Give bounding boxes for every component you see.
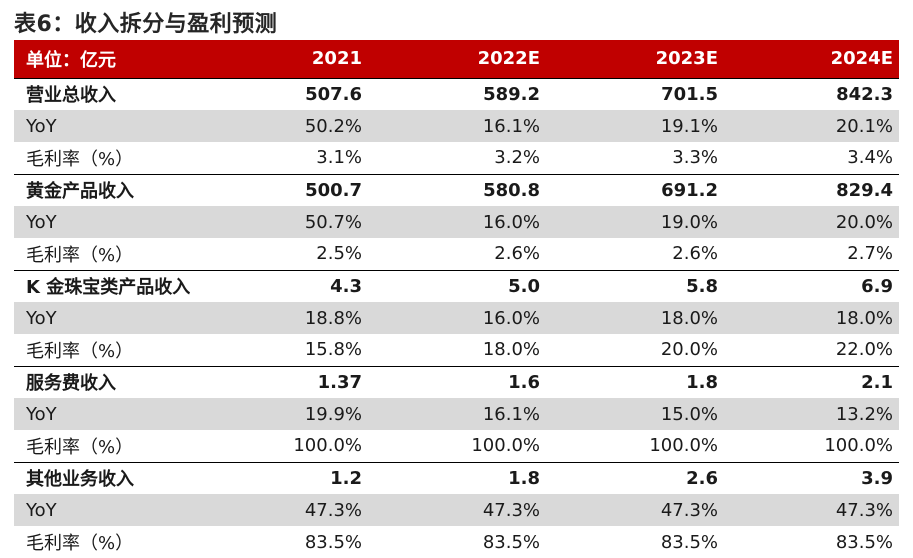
cell-value: 16.1% (368, 110, 546, 142)
cell-value: 15.8% (304, 339, 362, 361)
row-label: K 金珠宝类产品收入 (14, 269, 222, 302)
year-header: 2022E (477, 48, 540, 70)
cell-value: 83.5% (660, 531, 718, 553)
cell-value: 6.9 (724, 269, 899, 302)
table-title: 表6：收入拆分与盈利预测 (14, 12, 278, 37)
row-label: 毛利率（%） (26, 340, 134, 362)
unit-header: 单位：亿元 (26, 49, 116, 71)
cell-value: 100.0% (293, 435, 362, 457)
cell-value: 2.6 (546, 461, 724, 494)
table-row-yoy: YoY 50.7% 16.0% 19.0% 20.0% (14, 206, 899, 238)
year-header: 2024E (830, 48, 893, 70)
cell-value: 20.1% (724, 110, 899, 142)
row-label: YoY (14, 110, 222, 142)
cell-value: 16.1% (368, 398, 546, 430)
table-row-gross-margin: 毛利率（%） 100.0% 100.0% 100.0% 100.0% (14, 430, 899, 462)
cell-value: 2.7% (847, 243, 893, 265)
table-row-gross-margin: 毛利率（%） 2.5% 2.6% 2.6% 2.7% (14, 238, 899, 270)
cell-value: 18.0% (724, 302, 899, 334)
cell-value: 842.3 (724, 77, 899, 110)
table-row-group-k-gold-jewelry: K 金珠宝类产品收入 4.3 5.0 5.8 6.9 (14, 269, 899, 302)
revenue-forecast-table: 单位：亿元 2021 2022E 2023E 2024E 营业总收入 507.6… (14, 40, 899, 558)
cell-value: 20.0% (724, 206, 899, 238)
cell-value: 18.8% (222, 302, 368, 334)
cell-value: 1.2 (222, 461, 368, 494)
table-row-group-gold-products: 黄金产品收入 500.7 580.8 691.2 829.4 (14, 173, 899, 206)
cell-value: 3.9 (724, 461, 899, 494)
table-row-gross-margin: 毛利率（%） 83.5% 83.5% 83.5% 83.5% (14, 526, 899, 558)
cell-value: 50.2% (222, 110, 368, 142)
cell-value: 829.4 (724, 173, 899, 206)
cell-value: 4.3 (222, 269, 368, 302)
cell-value: 16.0% (368, 302, 546, 334)
table-row-yoy: YoY 18.8% 16.0% 18.0% 18.0% (14, 302, 899, 334)
cell-value: 3.1% (316, 147, 362, 169)
row-label: YoY (14, 398, 222, 430)
cell-value: 2.6% (672, 243, 718, 265)
year-header: 2021 (311, 48, 362, 70)
row-label: 毛利率（%） (26, 244, 134, 266)
cell-value: 691.2 (546, 173, 724, 206)
cell-value: 3.3% (672, 147, 718, 169)
row-label: 服务费收入 (14, 365, 222, 398)
cell-value: 47.3% (368, 494, 546, 526)
cell-value: 83.5% (835, 531, 893, 553)
cell-value: 2.6% (494, 243, 540, 265)
row-label: YoY (14, 206, 222, 238)
cell-value: 3.4% (847, 147, 893, 169)
cell-value: 47.3% (546, 494, 724, 526)
cell-value: 19.9% (222, 398, 368, 430)
cell-value: 5.0 (368, 269, 546, 302)
row-label: 营业总收入 (14, 77, 222, 110)
row-label: YoY (14, 494, 222, 526)
cell-value: 3.2% (494, 147, 540, 169)
cell-value: 580.8 (368, 173, 546, 206)
row-label: 毛利率（%） (26, 148, 134, 170)
cell-value: 18.0% (546, 302, 724, 334)
cell-value: 701.5 (546, 77, 724, 110)
cell-value: 47.3% (724, 494, 899, 526)
row-label: 毛利率（%） (26, 533, 134, 554)
table-row-group-service-fee: 服务费收入 1.37 1.6 1.8 2.1 (14, 365, 899, 398)
cell-value: 22.0% (835, 339, 893, 361)
cell-value: 2.5% (316, 243, 362, 265)
cell-value: 507.6 (222, 77, 368, 110)
cell-value: 100.0% (824, 435, 893, 457)
cell-value: 83.5% (482, 531, 540, 553)
cell-value: 16.0% (368, 206, 546, 238)
table-row-gross-margin: 毛利率（%） 3.1% 3.2% 3.3% 3.4% (14, 142, 899, 174)
table-row-gross-margin: 毛利率（%） 15.8% 18.0% 20.0% 22.0% (14, 334, 899, 366)
cell-value: 50.7% (222, 206, 368, 238)
cell-value: 1.8 (546, 365, 724, 398)
header-row: 单位：亿元 2021 2022E 2023E 2024E (14, 40, 899, 78)
table-row-group-other-business: 其他业务收入 1.2 1.8 2.6 3.9 (14, 461, 899, 494)
row-label: 黄金产品收入 (14, 173, 222, 206)
cell-value: 500.7 (222, 173, 368, 206)
cell-value: 15.0% (546, 398, 724, 430)
cell-value: 83.5% (304, 531, 362, 553)
cell-value: 1.8 (368, 461, 546, 494)
year-header: 2023E (655, 48, 718, 70)
cell-value: 5.8 (546, 269, 724, 302)
cell-value: 1.37 (222, 365, 368, 398)
cell-value: 20.0% (660, 339, 718, 361)
table-row-group-total-revenue: 营业总收入 507.6 589.2 701.5 842.3 (14, 77, 899, 110)
row-label: YoY (14, 302, 222, 334)
cell-value: 589.2 (368, 77, 546, 110)
table-row-yoy: YoY 47.3% 47.3% 47.3% 47.3% (14, 494, 899, 526)
cell-value: 18.0% (482, 339, 540, 361)
cell-value: 1.6 (368, 365, 546, 398)
cell-value: 2.1 (724, 365, 899, 398)
cell-value: 100.0% (649, 435, 718, 457)
row-label: 毛利率（%） (26, 436, 134, 458)
cell-value: 19.0% (546, 206, 724, 238)
table-row-yoy: YoY 50.2% 16.1% 19.1% 20.1% (14, 110, 899, 142)
row-label: 其他业务收入 (14, 461, 222, 494)
cell-value: 13.2% (724, 398, 899, 430)
table-row-yoy: YoY 19.9% 16.1% 15.0% 13.2% (14, 398, 899, 430)
cell-value: 47.3% (222, 494, 368, 526)
cell-value: 19.1% (546, 110, 724, 142)
cell-value: 100.0% (471, 435, 540, 457)
